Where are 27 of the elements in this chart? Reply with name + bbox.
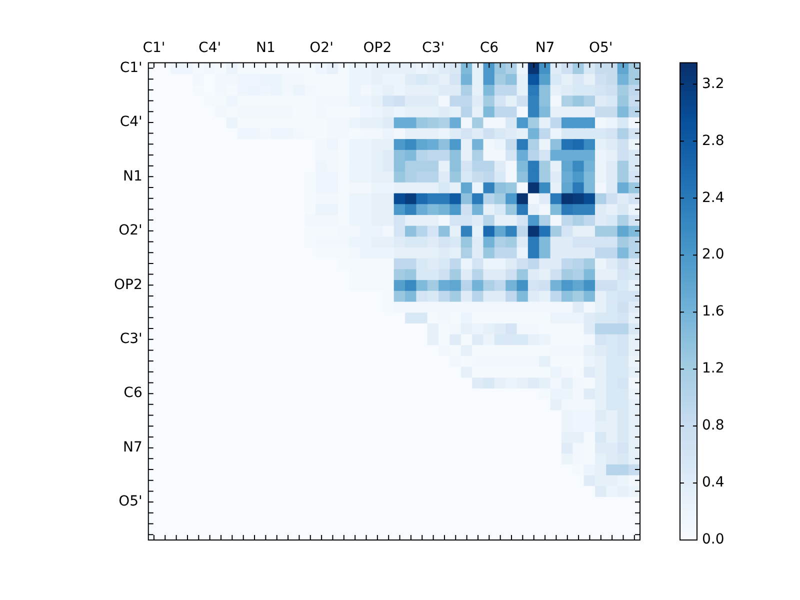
color-bar-label: 2.4 <box>702 190 724 206</box>
y-tick-label: C3' <box>120 331 142 347</box>
color-bar-label: 1.2 <box>702 360 724 377</box>
y-tick-label: C1' <box>120 60 142 76</box>
y-tick-label: C4' <box>120 114 142 130</box>
x-tick-label: C3' <box>422 40 445 56</box>
x-tick-label: C1' <box>142 40 166 56</box>
x-tick-label: N7 <box>535 40 555 56</box>
color-bar-label: 2.0 <box>702 246 724 263</box>
color-bar-label: 2.8 <box>702 132 724 149</box>
color-bar-label: 0.4 <box>702 474 724 491</box>
x-tick-label: C6 <box>480 40 499 56</box>
y-tick-label: N7 <box>122 439 142 456</box>
x-tick-label: N1 <box>256 40 276 56</box>
y-tick-label: O5' <box>118 494 142 510</box>
x-tick-label: O2' <box>310 40 334 56</box>
y-tick-label: N1 <box>122 168 142 184</box>
color-bar-label: 0.8 <box>702 418 724 434</box>
x-tick-label: C4' <box>198 40 222 56</box>
color-bar-label: 3.2 <box>702 76 724 92</box>
x-tick-label: OP2 <box>363 40 392 56</box>
y-tick-label: O2' <box>118 222 142 239</box>
color-bar-label: 0.0 <box>702 532 724 548</box>
y-tick-label: OP2 <box>114 276 142 293</box>
y-tick-label: C6 <box>124 385 142 402</box>
color-bar-label: 1.6 <box>702 304 724 320</box>
x-tick-label: O5' <box>589 40 613 56</box>
